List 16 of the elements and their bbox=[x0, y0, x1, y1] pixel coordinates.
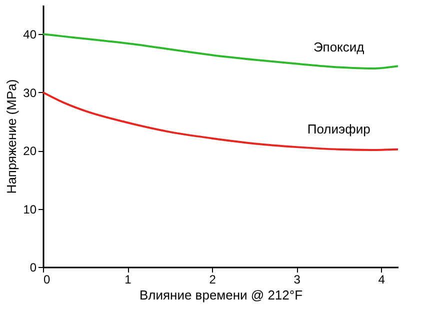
y-tick-label: 20 bbox=[23, 144, 37, 158]
series-label: Полиэфир bbox=[307, 121, 370, 136]
x-tick-label: 2 bbox=[209, 272, 216, 286]
y-tick-label: 0 bbox=[30, 260, 37, 274]
x-tick-label: 0 bbox=[44, 272, 50, 286]
y-tick-label: 40 bbox=[23, 28, 37, 42]
x-tick-label: 3 bbox=[294, 272, 301, 286]
line-series bbox=[42, 33, 399, 70]
x-tick-label: 1 bbox=[124, 272, 132, 286]
line-series bbox=[42, 91, 399, 151]
series-label: Эпоксид bbox=[313, 39, 365, 54]
x-axis-title: Влияние времени @ 212°F bbox=[139, 288, 303, 302]
y-tick-label: 10 bbox=[23, 202, 37, 216]
x-tick-label: 4 bbox=[378, 272, 386, 286]
y-axis-title: Напряжение (MPa) bbox=[4, 79, 20, 194]
y-tick-label: 30 bbox=[23, 86, 37, 100]
